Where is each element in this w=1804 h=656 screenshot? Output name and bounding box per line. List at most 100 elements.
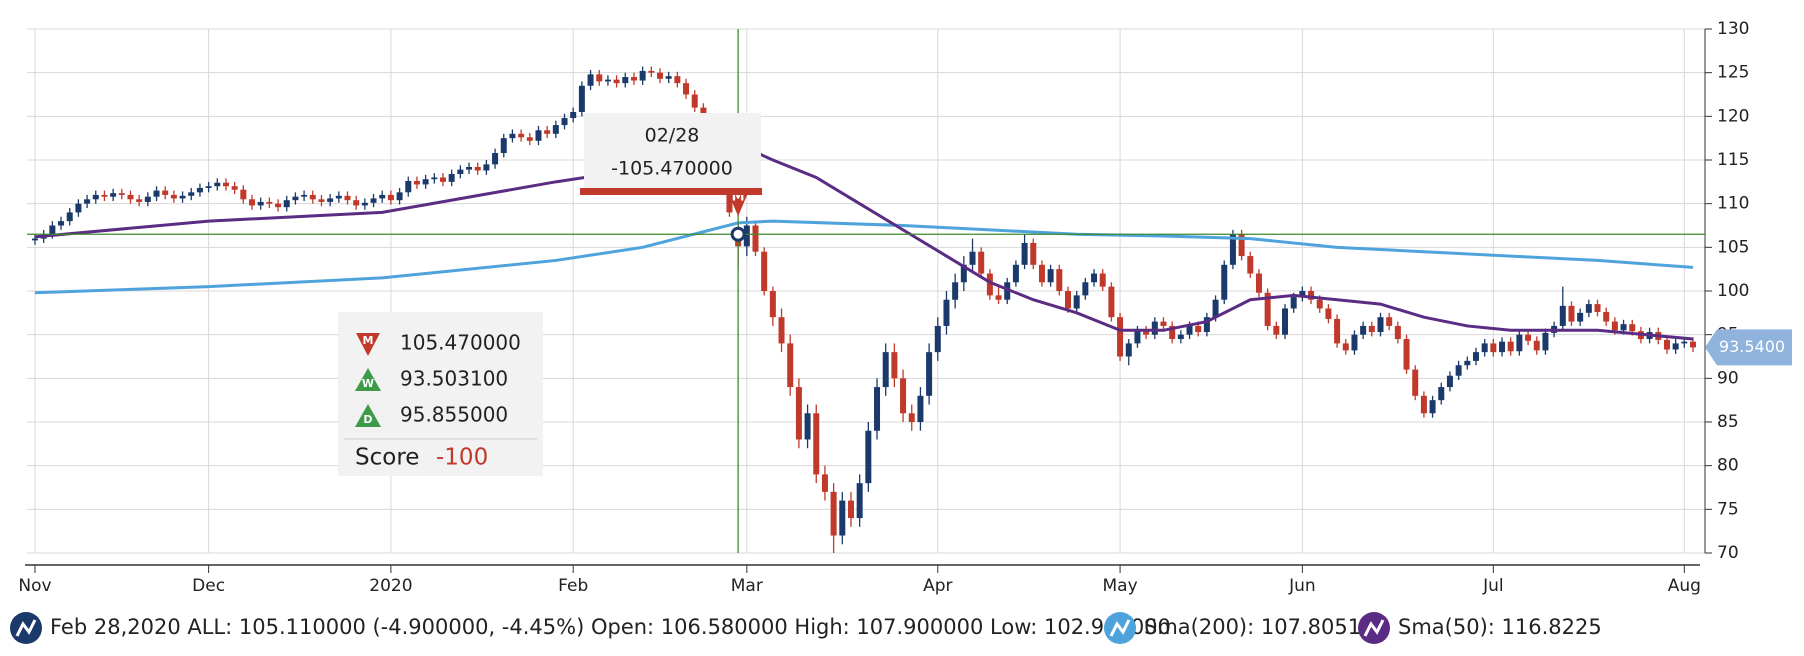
candle-body [1169,325,1176,340]
candle-body [1464,360,1471,366]
candle-body [726,186,733,213]
candle-body [1273,325,1280,335]
y-tick-label: 100 [1717,281,1749,301]
candle-body [1420,395,1427,414]
candle-body [431,177,438,180]
candle-body [301,194,308,197]
candle-body [1073,295,1080,309]
candle-body [439,177,446,182]
candle-body [162,190,169,195]
candle-body [32,238,38,241]
candle-body [1611,321,1618,331]
candle-body [535,130,542,141]
candle-body [49,225,56,235]
candle-body [900,378,907,414]
candle-body [1038,264,1045,283]
candle-body [1030,242,1037,265]
signal-value: 93.503100 [400,367,508,391]
candle-body [769,291,776,318]
x-tick-label: Nov [18,576,51,596]
candle-body [917,395,924,422]
candle-body [1117,317,1124,357]
candle-body [1195,325,1202,333]
candle-body [934,325,941,353]
candle-body [1394,325,1401,340]
candle-body [570,111,577,119]
x-tick-label: Feb [558,576,588,596]
candle-body [552,125,559,134]
candle-body [214,182,221,187]
candle-body [752,225,759,252]
candle-body [587,74,594,86]
candle-body [952,282,959,300]
candle-body [118,193,125,195]
candle-body [1481,343,1488,353]
x-tick-label: Mar [731,576,763,596]
candle-body [327,198,334,202]
candle-body [1091,273,1098,283]
candle-body [1247,256,1254,274]
candle-body [231,186,238,190]
candle-body [1316,299,1323,309]
candle-body [839,500,846,536]
candle-body [422,179,429,185]
candle-body [1507,341,1514,352]
candle-body [1238,234,1245,257]
candle-body [257,201,264,206]
candle-body [561,118,568,126]
candle-body [604,79,611,82]
candle-body [1021,242,1028,265]
candle-body [865,430,872,484]
candle-body [127,194,134,200]
status-main: Feb 28,2020 ALL: 105.110000 (-4.900000, … [50,615,1171,639]
candle-body [205,186,212,188]
candle-body [1438,387,1445,401]
candle-body [1429,400,1436,414]
y-tick-label: 75 [1717,499,1739,519]
candle-body [1568,305,1575,322]
candle-body [84,199,91,204]
candle-body [1143,330,1150,335]
candle-body [1559,305,1566,326]
y-tick-label: 130 [1717,19,1749,39]
candle-body [110,193,117,197]
candle-body [335,195,342,199]
candle-body [1212,299,1219,318]
candle-body [1368,325,1375,333]
price-tag [1705,329,1792,366]
candle-body [66,212,73,222]
candle-body [1308,291,1315,300]
candle-body [1386,317,1393,326]
candle-body [292,196,299,201]
candle-body [630,77,637,81]
candle-body [778,317,785,344]
candle-body [1047,269,1054,283]
candle-body [1064,291,1071,309]
candle-body [1134,330,1141,344]
status-icon-glyph [15,619,37,637]
candle-body [821,474,828,492]
candle-body [1412,369,1419,396]
candle-body [1221,264,1228,300]
candle-body [943,299,950,326]
candle-body [379,194,386,199]
candle-body [578,85,585,112]
candle-body [926,352,933,396]
candle-body [813,413,820,475]
x-tick-label: Jun [1288,576,1316,596]
tooltip-bar [580,188,762,195]
candle-body [1672,343,1679,350]
candle-body [596,74,603,82]
x-tick-label: Aug [1668,576,1701,596]
candle-body [370,198,377,203]
candle-body [908,413,915,422]
candle-body [960,264,967,283]
candle-body [1499,341,1506,353]
candle-body [1577,312,1584,322]
candle-body [1056,269,1063,291]
candle-body [787,343,794,388]
candle-body [483,164,490,171]
candle-body [657,72,664,79]
candle-body [1342,343,1349,351]
